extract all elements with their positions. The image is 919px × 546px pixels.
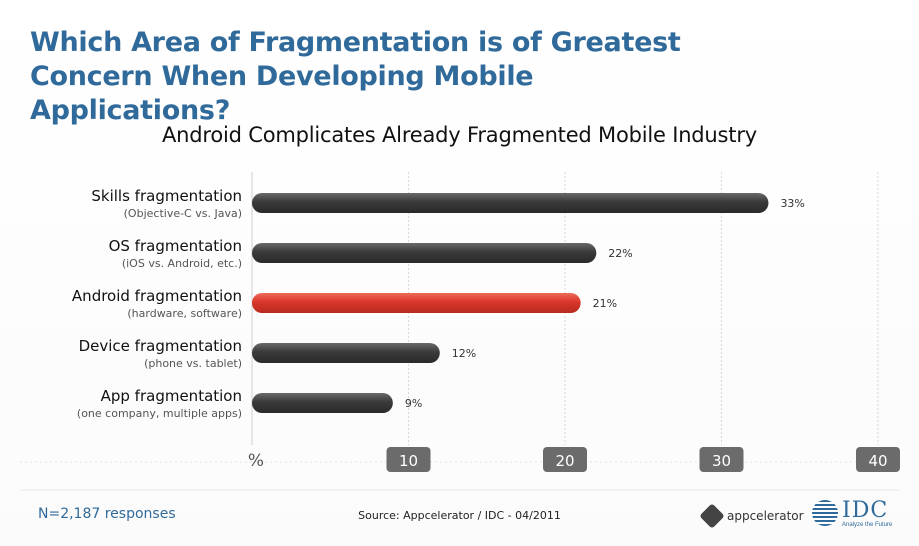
value-label: 12%	[452, 347, 476, 360]
value-label: 22%	[608, 247, 632, 260]
x-axis: % 10 20 30 40	[248, 447, 900, 472]
category-label: Android fragmentation	[72, 287, 242, 305]
bar	[252, 393, 393, 413]
bar	[252, 243, 597, 263]
category-sublabel: (phone vs. tablet)	[144, 357, 242, 370]
value-label: 9%	[405, 397, 422, 410]
tick-box	[699, 447, 744, 472]
value-label: 21%	[593, 297, 617, 310]
category-labels: 33% Skills fragmentation (Objective-C vs. …	[72, 187, 805, 420]
appcelerator-logo-text: appcelerator	[727, 509, 804, 523]
category-label: Skills fragmentation	[91, 187, 242, 205]
appcelerator-logo: appcelerator	[699, 503, 804, 529]
tick-label: 30	[712, 452, 731, 470]
idc-logo-text: IDC	[842, 498, 889, 523]
tick-label: 20	[555, 452, 574, 470]
bar	[252, 343, 440, 363]
responses-count: N=2,187 responses	[38, 506, 176, 522]
source-note: Source: Appcelerator / IDC - 04/2011	[358, 509, 561, 522]
idc-logo-tagline: Analyze the Future	[842, 522, 893, 528]
category-label: OS fragmentation	[109, 237, 242, 255]
tick-box	[386, 447, 431, 472]
category-sublabel: (Objective-C vs. Java)	[124, 207, 242, 220]
value-label: 33%	[780, 197, 804, 210]
category-sublabel: (iOS vs. Android, etc.)	[122, 257, 242, 270]
idc-globe-icon	[812, 500, 838, 526]
bar	[252, 293, 581, 313]
tick-label: 10	[399, 452, 418, 470]
appcelerator-logo-icon	[699, 503, 725, 529]
category-sublabel: (hardware, software)	[127, 307, 242, 320]
x-axis-label: %	[248, 451, 264, 471]
page-title: Which Area of Fragmentation is of Greate…	[30, 26, 730, 128]
bars	[252, 193, 769, 413]
tick-label: 40	[868, 452, 887, 470]
category-label: Device fragmentation	[79, 337, 242, 355]
category-label: App fragmentation	[101, 387, 242, 405]
category-sublabel: (one company, multiple apps)	[77, 407, 242, 420]
chart-title: Android Complicates Already Fragmented M…	[162, 123, 757, 147]
title-line-2: Concern When Developing Mobile Applicati…	[30, 61, 534, 126]
tick-box	[856, 447, 900, 472]
title-line-1: Which Area of Fragmentation is of Greate…	[30, 27, 681, 58]
tick-box	[543, 447, 587, 472]
idc-logo: IDC Analyze the Future	[812, 498, 902, 530]
bar	[252, 193, 769, 213]
